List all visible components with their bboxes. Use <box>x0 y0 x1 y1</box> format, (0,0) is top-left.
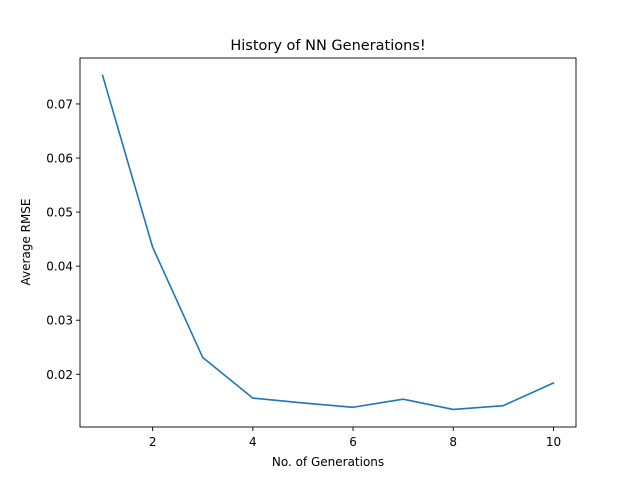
y-tick-label: 0.06 <box>46 152 73 166</box>
x-tick-label: 10 <box>546 435 561 449</box>
x-tick-label: 8 <box>449 435 457 449</box>
plot-area: 2 4 6 8 10 0.02 0.03 0.04 0.05 0.06 0.07 <box>46 57 577 449</box>
axes-frame <box>79 57 577 428</box>
y-axis-label: Average RMSE <box>19 199 33 286</box>
x-tick-label: 6 <box>349 435 357 449</box>
x-tick-label: 4 <box>249 435 257 449</box>
y-tick-label: 0.07 <box>46 97 73 111</box>
y-tick-label: 0.02 <box>46 368 73 382</box>
x-axis-label: No. of Generations <box>272 455 384 469</box>
x-tick-label: 2 <box>149 435 157 449</box>
chart-title: History of NN Generations! <box>230 38 425 54</box>
y-tick-label: 0.04 <box>46 260 73 274</box>
y-tick-label: 0.05 <box>46 206 73 220</box>
series-line-0 <box>101 74 555 411</box>
y-tick-label: 0.03 <box>46 314 73 328</box>
